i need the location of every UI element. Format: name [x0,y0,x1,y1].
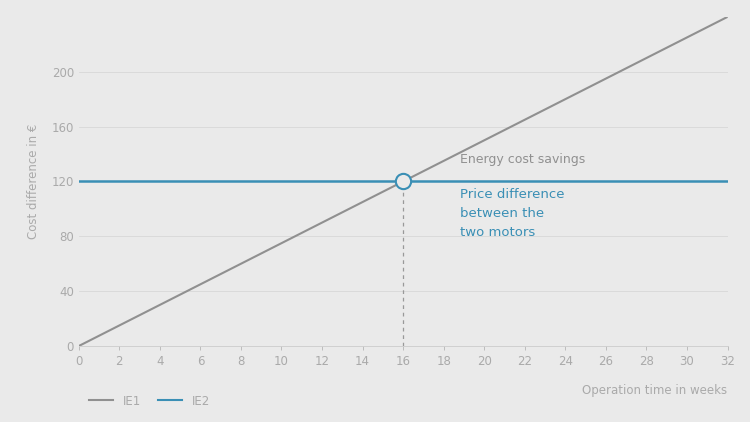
Legend: IE1, IE2: IE1, IE2 [85,390,214,412]
Text: Energy cost savings: Energy cost savings [460,153,585,166]
Text: Price difference
between the
two motors: Price difference between the two motors [460,188,565,239]
Text: Operation time in weeks: Operation time in weeks [582,384,728,397]
Y-axis label: Cost difference in €: Cost difference in € [28,124,40,239]
